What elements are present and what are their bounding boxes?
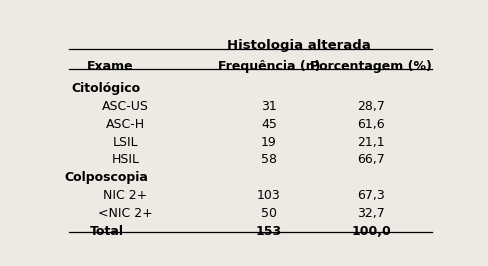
Text: 50: 50 xyxy=(261,207,277,220)
Text: 45: 45 xyxy=(261,118,277,131)
Text: Porcentagem (%): Porcentagem (%) xyxy=(310,60,432,73)
Text: HSIL: HSIL xyxy=(111,153,139,166)
Text: ASC-US: ASC-US xyxy=(102,100,149,113)
Text: 103: 103 xyxy=(257,189,281,202)
Text: 21,1: 21,1 xyxy=(357,136,385,148)
Text: 67,3: 67,3 xyxy=(357,189,385,202)
Text: Exame: Exame xyxy=(87,60,134,73)
Text: 32,7: 32,7 xyxy=(357,207,385,220)
Text: 66,7: 66,7 xyxy=(357,153,385,166)
Text: <NIC 2+: <NIC 2+ xyxy=(98,207,153,220)
Text: Total: Total xyxy=(89,225,123,238)
Text: 19: 19 xyxy=(261,136,277,148)
Text: Colposcopia: Colposcopia xyxy=(64,171,148,184)
Text: Histologia alterada: Histologia alterada xyxy=(227,39,371,52)
Text: Citológico: Citológico xyxy=(72,82,141,95)
Text: 28,7: 28,7 xyxy=(357,100,385,113)
Text: 100,0: 100,0 xyxy=(351,225,391,238)
Text: NIC 2+: NIC 2+ xyxy=(103,189,147,202)
Text: LSIL: LSIL xyxy=(112,136,138,148)
Text: Frequência (n): Frequência (n) xyxy=(218,60,320,73)
Text: ASC-H: ASC-H xyxy=(106,118,145,131)
Text: 58: 58 xyxy=(261,153,277,166)
Text: 31: 31 xyxy=(261,100,277,113)
Text: 61,6: 61,6 xyxy=(357,118,385,131)
Text: 153: 153 xyxy=(256,225,282,238)
